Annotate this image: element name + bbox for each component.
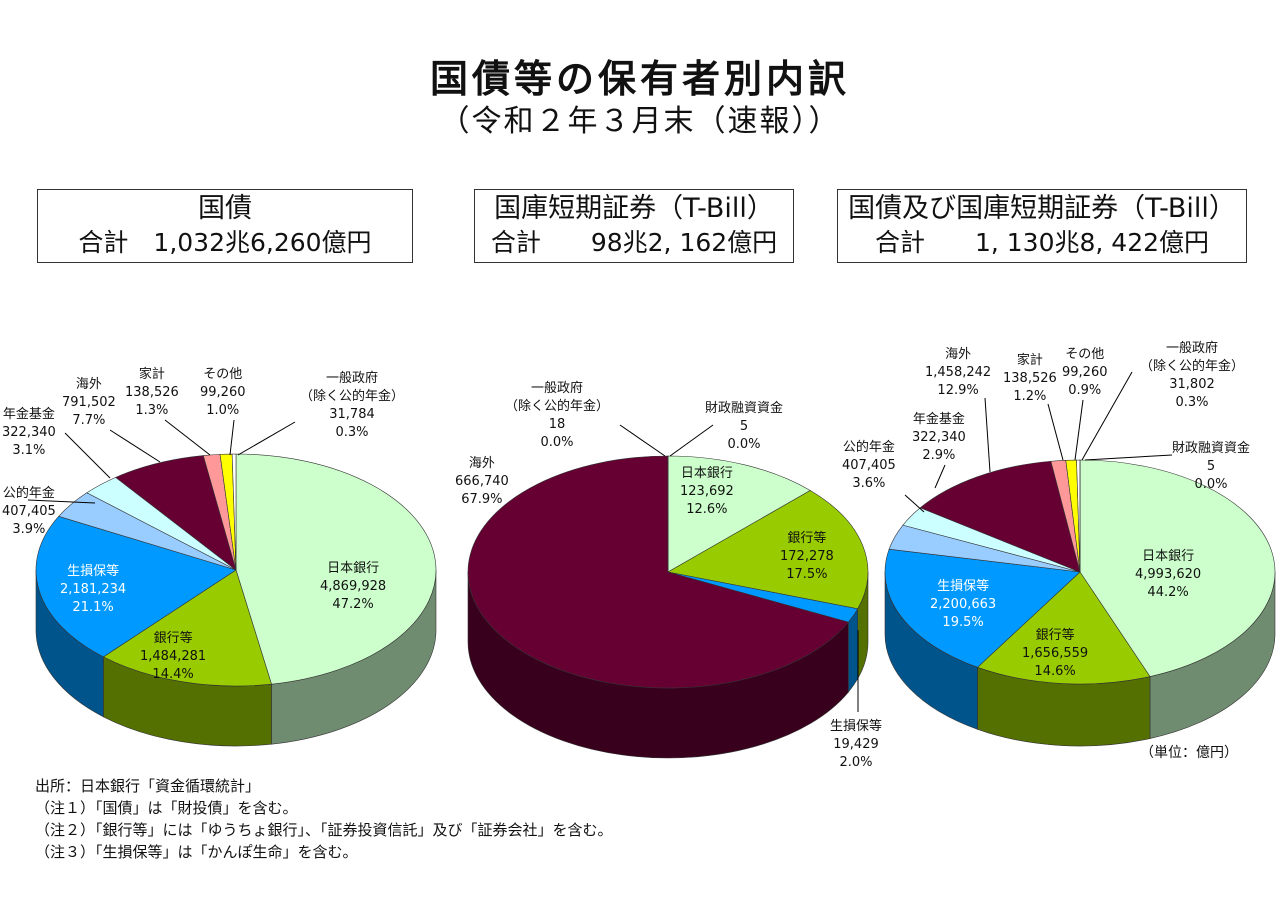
note-2: （注２）「銀行等」には「ゆうちょ銀行」、「証券投資信託」及び「証券会社」を含む。 <box>35 821 613 839</box>
pie-label-overseas: 海外 791,502 7.7% <box>62 377 116 428</box>
pie-label-fiscal-loan-fund: 財政融資資金 5 0.0% <box>1172 441 1251 492</box>
pie-slice-overseas <box>115 455 237 571</box>
pie-label-insurers: 生損保等 2,200,663 19.5% <box>930 579 997 630</box>
page-title: 国債等の保有者別内訳 <box>429 57 850 101</box>
leader-line <box>1081 371 1133 461</box>
leader-line <box>229 419 235 456</box>
note-3: （注３）「生損保等」は「かんぽ生命」を含む。 <box>35 843 358 861</box>
leader-line <box>1084 454 1173 461</box>
pie-slice-insurers <box>884 548 1081 668</box>
pie-slice-banks <box>667 490 869 610</box>
leader-line <box>984 397 991 473</box>
pie-label-insurers: 生損保等 2,181,234 21.1% <box>60 564 127 615</box>
total-box-jgb: 国債 合計 1,032兆6,260億円 <box>37 189 413 263</box>
pie-label-households: 家計 138,526 1.2% <box>1003 353 1057 404</box>
pie-label-public-pension: 公的年金 407,405 3.6% <box>842 440 896 491</box>
pie-label-overseas: 海外 1,458,242 12.9% <box>925 347 992 398</box>
pie-slice-general-government <box>231 453 237 571</box>
leader-line <box>904 494 925 513</box>
pie-slice-insurers <box>35 515 237 658</box>
pie-label-overseas: 海外 666,740 67.9% <box>455 456 509 507</box>
pie-slice-boj <box>1079 459 1276 677</box>
leader-line <box>669 424 714 457</box>
pie-label-insurers: 生損保等 19,429 2.0% <box>830 719 883 770</box>
pie-label-others: その他 99,260 0.9% <box>1062 347 1108 398</box>
pie-chart-tbill <box>467 455 869 759</box>
leader-line <box>27 499 96 504</box>
pie-slice-overseas <box>467 455 849 689</box>
leader-line <box>64 432 111 479</box>
pie-label-households: 家計 138,526 1.3% <box>125 367 179 418</box>
pie-chart-combined <box>884 459 1276 747</box>
pie-label-others: その他 99,260 1.0% <box>200 367 246 418</box>
pie-slice-boj <box>667 455 811 573</box>
pie-slice-boj <box>235 453 437 685</box>
note-1: （注１）「国債」は「財投債」を含む。 <box>35 799 298 817</box>
pie-label-banks: 銀行等 172,278 17.5% <box>780 531 834 582</box>
leader-line <box>1047 403 1064 461</box>
total-box-tbill: 国庫短期証券（T-Bill） 合計 98兆2, 162億円 <box>474 189 794 263</box>
page-subtitle: （令和２年３月末（速報）） <box>439 104 841 139</box>
footnotes: 出所：日本銀行「資金循環統計」 （注１）「国債」は「財投債」を含む。 （注２）「… <box>35 775 613 863</box>
pie-label-banks: 銀行等 1,484,281 14.4% <box>140 631 207 682</box>
total-box-combined: 国債及び国庫短期証券（T-Bill） 合計 1, 130兆8, 422億円 <box>837 189 1247 263</box>
pie-label-general-government: 一般政府 （除く公的年金） 31,802 0.3% <box>1140 341 1245 410</box>
pie-label-boj: 日本銀行 4,993,620 44.2% <box>1135 549 1202 600</box>
pie-label-public-pension: 公的年金 407,405 3.9% <box>2 486 56 537</box>
box-total: 合計 98兆2, 162億円 <box>490 228 778 257</box>
pie-label-boj: 日本銀行 4,869,928 47.2% <box>320 561 387 612</box>
pie-label-boj: 日本銀行 123,692 12.6% <box>680 466 734 517</box>
pie-side-insurers <box>848 607 858 693</box>
leader-line <box>1074 399 1084 461</box>
note-source: 出所：日本銀行「資金循環統計」 <box>35 777 261 795</box>
pie-slice-banks <box>976 571 1151 685</box>
pie-label-pension-funds: 年金基金 322,340 3.1% <box>2 407 56 458</box>
leader-line <box>109 429 161 463</box>
pie-chart-jgb <box>35 453 437 747</box>
pie-slice-banks <box>102 569 272 687</box>
box-total: 合計 1, 130兆8, 422億円 <box>874 228 1210 257</box>
leader-line <box>619 424 666 457</box>
box-total: 合計 1,032兆6,260億円 <box>78 228 372 257</box>
box-title: 国庫短期証券（T-Bill） <box>494 193 774 224</box>
leader-lines <box>27 371 1173 712</box>
pie-label-general-government: 一般政府 （除く公的年金） 18 0.0% <box>505 381 610 450</box>
pie-label-banks: 銀行等 1,656,559 14.6% <box>1022 628 1089 679</box>
box-title: 国債及び国庫短期証券（T-Bill） <box>848 193 1236 224</box>
box-title: 国債 <box>198 193 252 224</box>
leader-line <box>237 421 296 456</box>
unit-label: （単位：億円） <box>1140 745 1238 761</box>
pie-label-fiscal-loan-fund: 財政融資資金 5 0.0% <box>705 401 784 452</box>
leader-line <box>934 464 946 489</box>
pie-label-general-government: 一般政府 （除く公的年金） 31,784 0.3% <box>300 371 405 440</box>
pie-label-pension-funds: 年金基金 322,340 2.9% <box>912 412 966 463</box>
pie-slice-overseas <box>919 460 1081 573</box>
leader-line <box>164 419 211 456</box>
